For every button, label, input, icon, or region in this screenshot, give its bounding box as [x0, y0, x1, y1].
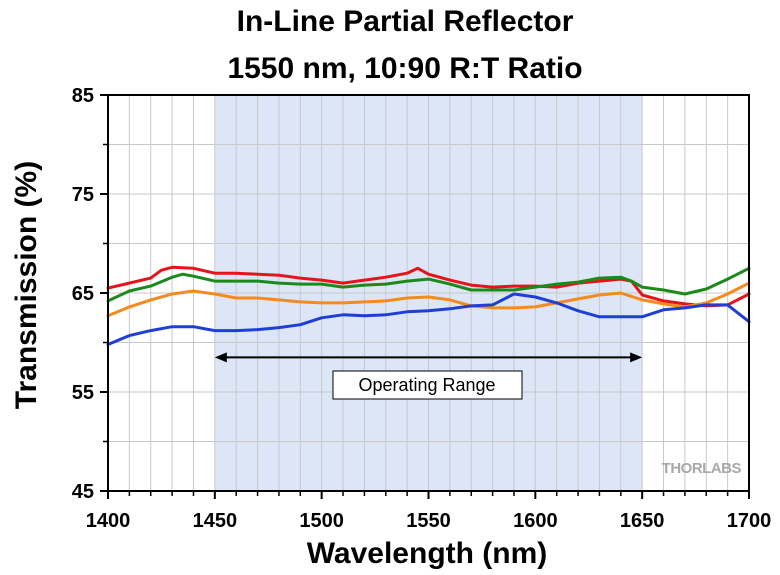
- y-tick-label: 85: [72, 85, 94, 107]
- x-tick-label: 1400: [86, 510, 131, 532]
- chart-title: In-Line Partial Reflector: [237, 5, 574, 38]
- x-tick-label: 1450: [193, 510, 238, 532]
- series-line-red: [106, 265, 751, 308]
- y-tick-label: 75: [72, 184, 94, 206]
- x-tick-label: 1550: [406, 510, 451, 532]
- operating-range-label: Operating Range: [358, 375, 495, 395]
- x-tick-label: 1700: [727, 510, 772, 532]
- y-tick-label: 55: [72, 382, 94, 404]
- operating-range-label-box: [332, 370, 523, 400]
- x-axis-label: Wavelength (nm): [307, 537, 548, 570]
- x-tick-label: 1500: [299, 510, 344, 532]
- x-tick-label: 1600: [513, 510, 558, 532]
- plot-area: Operating Range THORLABS: [106, 94, 751, 492]
- grid: [108, 95, 749, 491]
- axis-ticks: [100, 94, 750, 499]
- arrow-head-left: [214, 352, 227, 363]
- y-tick-label: 65: [72, 283, 94, 305]
- series-line-green: [106, 266, 751, 303]
- series-line-blue: [106, 292, 751, 346]
- tick-labels: 1400 1450 1500 1550 1600 1650 1700 45 55 65 75 85: [72, 85, 772, 532]
- arrow-head-right: [630, 352, 643, 363]
- y-tick-label: 45: [72, 481, 94, 503]
- y-axis-label: Transmission (%): [10, 161, 43, 409]
- series-layer: [106, 265, 751, 346]
- series-line-orange: [106, 281, 751, 318]
- thorlabs-watermark: THORLABS: [662, 460, 742, 477]
- operating-range-arrow: [214, 352, 643, 363]
- chart-subtitle: 1550 nm, 10:90 R:T Ratio: [227, 52, 582, 85]
- x-tick-label: 1650: [620, 510, 665, 532]
